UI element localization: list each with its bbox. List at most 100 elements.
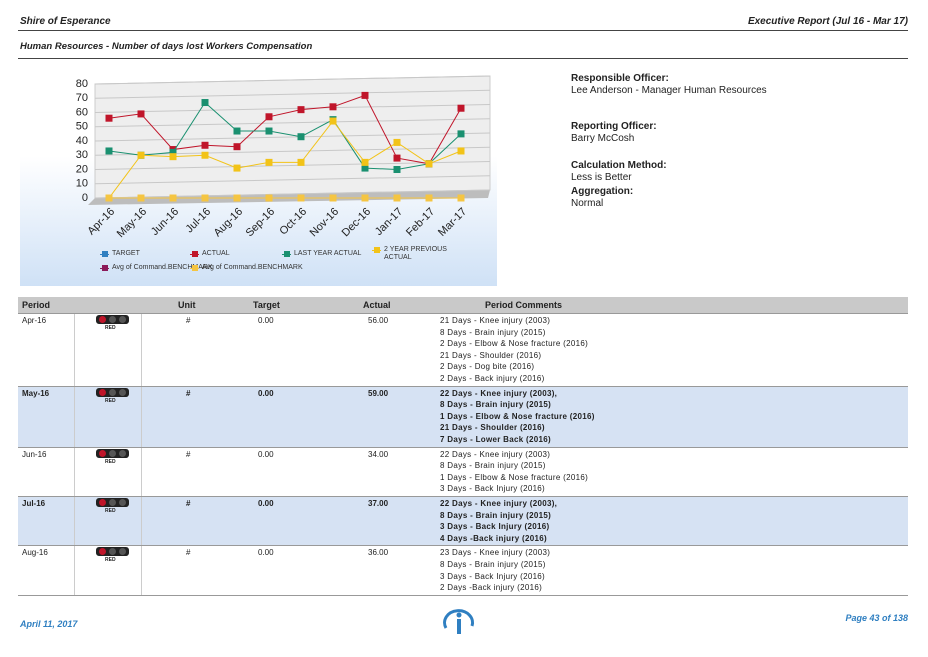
unit: # [186,388,191,398]
y-tick-label: 40 [76,135,88,147]
period: Aug-16 [22,548,48,558]
x-tick-label: May-16 [115,206,149,240]
series-marker [329,117,337,125]
col-divider [141,386,142,447]
x-tick-label: Sep-16 [244,206,278,240]
footer-page: Page 43 of 138 [845,613,908,623]
column-header: Actual [363,300,391,310]
y-tick-label: 30 [76,149,88,161]
comment-line: 8 Days - Brain injury (2015) [440,461,546,471]
series-marker [169,153,177,161]
series-marker [457,130,465,138]
column-header: Period [22,300,51,310]
series-marker [457,147,465,155]
legend-swatch [192,251,198,257]
col-divider [74,386,75,447]
legend-label: ACTUAL [202,250,230,257]
comment-line: 4 Days -Back injury (2016) [440,533,547,543]
actual: 37.00 [368,499,389,508]
comment-line: 2 Days - Elbow & Nose fracture (2016) [440,339,589,349]
comment-line: 8 Days - Brain injury (2015) [440,559,546,569]
series-marker [297,133,305,141]
comment-line: 21 Days - Shoulder (2016) [440,423,545,433]
rule [18,30,908,31]
series-marker [457,104,465,112]
info-value: Normal [571,198,604,209]
series-marker [265,194,273,202]
comment-line: 22 Days - Knee injury (2003), [440,388,558,398]
target: 0.00 [258,449,274,459]
series-marker [233,143,241,151]
series-marker [233,127,241,135]
rule [18,58,908,59]
grid-line [94,89,491,99]
comment-line: 8 Days - Brain injury (2015) [440,510,552,520]
column-header: Target [253,300,280,310]
lamp [119,388,126,396]
lamp [109,499,116,506]
status-light [96,315,129,324]
series-marker [297,194,305,202]
y-tick-label: 10 [76,178,88,190]
comment-line: 21 Days - Shoulder (2016) [440,350,542,360]
series-marker [201,194,209,202]
comment-line: 1 Days - Elbow & Nose fracture (2016) [440,472,589,482]
series-marker [361,194,369,202]
target: 0.00 [258,388,274,398]
unit: # [186,499,191,508]
series-marker [425,194,433,202]
comment-line: 23 Days - Knee injury (2003) [440,548,551,558]
info-value: Barry McCosh [571,133,635,144]
actual: 56.00 [368,316,389,325]
series-marker [425,160,433,168]
col-divider [74,497,75,546]
lamp [109,316,116,323]
series-marker [361,164,369,172]
series-marker [265,158,273,166]
series-marker [361,158,369,166]
x-tick-label: Dec-16 [340,206,374,240]
series-marker [393,166,401,173]
legend-label: 2 YEAR PREVIOUS ACTUAL [384,246,447,261]
lamp [109,388,116,396]
lamp [99,499,106,506]
table-row: Jul-16 RED #0.00 37.00 22 Days - Knee injury… [18,497,908,547]
column-header: Period Comments [485,300,563,310]
comment-line: 3 Days - Back Injury (2016) [440,571,546,581]
x-tick-label: Jul-16 [183,206,213,236]
grid-line [94,104,491,113]
series-marker [233,164,241,172]
series-marker [393,194,401,202]
status-light [96,448,129,458]
column-header: Unit [178,300,196,310]
legend-label: Avg of Command.BENCHMARK [202,264,303,271]
table-row: Aug-16 RED #0.00 36.00 23 Days - Knee injury… [18,546,908,596]
period: May-16 [22,388,50,398]
status-label: RED [105,325,116,331]
comment-line: 8 Days - Brain injury (2015) [440,327,546,337]
legend-swatch [102,251,108,257]
lamp [119,548,126,556]
lamp [99,449,106,457]
table-header: Period Unit Target Actual Period Comment… [18,297,908,314]
col-divider [74,314,75,386]
y-tick-label: 50 [76,121,88,133]
comments: 21 Days - Knee injury (2003) 8 Days - Bra… [440,315,588,385]
legend-swatch [284,251,290,257]
x-tick-label: Jun-16 [149,206,181,238]
series-line [108,101,462,171]
comments: 22 Days - Knee injury (2003), 8 Days - Br… [440,388,595,446]
status-light [96,547,129,557]
status-label: RED [105,397,116,404]
info-label: Aggregation: [571,186,634,197]
org-name: Shire of Esperance [20,16,111,27]
col-divider [74,546,75,595]
y-tick-label: 80 [76,78,88,90]
x-tick-label: Mar-17 [436,206,469,239]
comments: 22 Days - Knee injury (2003) 8 Days - Bra… [440,449,588,495]
status-light [96,498,129,507]
comment-line: 7 Days - Lower Back (2016) [440,434,551,444]
period: Jul-16 [22,499,46,508]
series-marker [201,141,209,149]
